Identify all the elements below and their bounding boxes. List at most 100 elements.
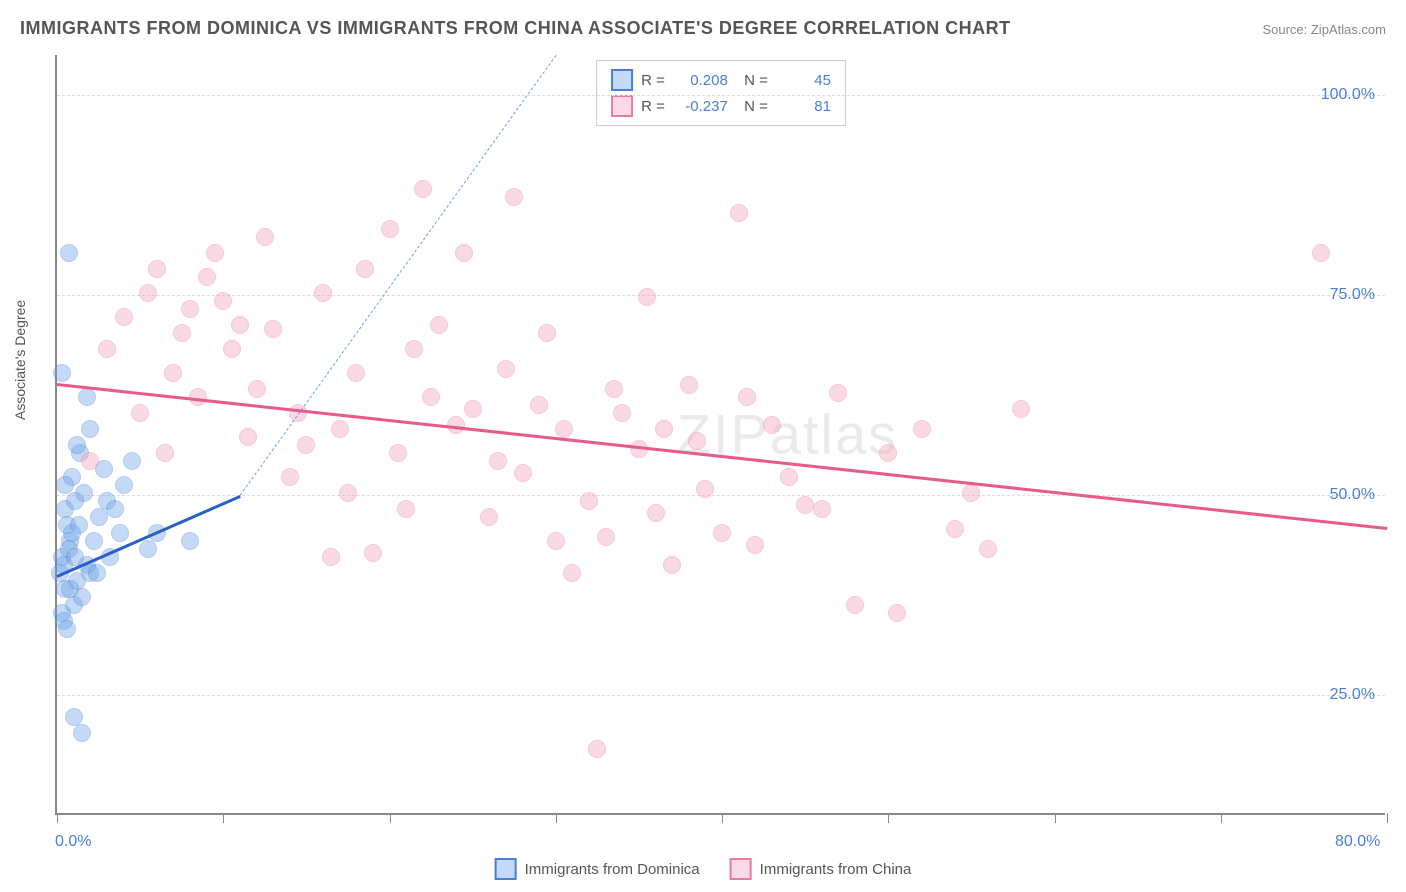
data-point xyxy=(746,536,764,554)
data-point xyxy=(647,504,665,522)
y-tick-label: 25.0% xyxy=(1330,686,1375,704)
legend-item: Immigrants from China xyxy=(730,858,912,880)
y-tick-label: 100.0% xyxy=(1321,86,1375,104)
stat-row: R =0.208 N =45 xyxy=(611,67,831,93)
data-point xyxy=(613,404,631,422)
gridline xyxy=(57,695,1385,696)
x-tick-label: 80.0% xyxy=(1335,833,1380,851)
data-point xyxy=(173,324,191,342)
data-point xyxy=(339,484,357,502)
data-point xyxy=(60,244,78,262)
data-point xyxy=(98,340,116,358)
data-point xyxy=(780,468,798,486)
x-tick xyxy=(1387,813,1388,823)
data-point xyxy=(223,340,241,358)
stat-n-value: 45 xyxy=(776,72,831,89)
data-point xyxy=(763,416,781,434)
data-point xyxy=(61,580,79,598)
gridline xyxy=(57,95,1385,96)
data-point xyxy=(514,464,532,482)
data-point xyxy=(1312,244,1330,262)
data-point xyxy=(730,204,748,222)
x-tick xyxy=(223,813,224,823)
data-point xyxy=(813,500,831,518)
data-point xyxy=(738,388,756,406)
gridline xyxy=(57,495,1385,496)
stat-r-label: R = xyxy=(641,98,665,115)
stats-legend-box: R =0.208 N =45R =-0.237 N =81 xyxy=(596,60,846,126)
legend-label: Immigrants from Dominica xyxy=(525,861,700,878)
data-point xyxy=(139,284,157,302)
data-point xyxy=(148,260,166,278)
stat-n-label: N = xyxy=(736,72,768,89)
data-point xyxy=(70,516,88,534)
data-point xyxy=(879,444,897,462)
data-point xyxy=(389,444,407,462)
data-point xyxy=(66,492,84,510)
data-point xyxy=(505,188,523,206)
data-point xyxy=(538,324,556,342)
data-point xyxy=(81,452,99,470)
data-point xyxy=(181,532,199,550)
data-point xyxy=(796,496,814,514)
data-point xyxy=(90,508,108,526)
data-point xyxy=(829,384,847,402)
data-point xyxy=(356,260,374,278)
data-point xyxy=(381,220,399,238)
x-tick xyxy=(57,813,58,823)
y-tick-label: 75.0% xyxy=(1330,286,1375,304)
data-point xyxy=(555,420,573,438)
data-point xyxy=(331,420,349,438)
chart-title: IMMIGRANTS FROM DOMINICA VS IMMIGRANTS F… xyxy=(20,18,1011,39)
data-point xyxy=(497,360,515,378)
y-axis-label: Associate's Degree xyxy=(12,300,28,420)
data-point xyxy=(713,524,731,542)
data-point xyxy=(115,308,133,326)
data-point xyxy=(85,532,103,550)
data-point xyxy=(322,548,340,566)
source-label: Source: ZipAtlas.com xyxy=(1262,22,1386,37)
data-point xyxy=(946,520,964,538)
data-point xyxy=(164,364,182,382)
y-tick-label: 50.0% xyxy=(1330,486,1375,504)
legend-label: Immigrants from China xyxy=(760,861,912,878)
gridline xyxy=(57,295,1385,296)
data-point xyxy=(248,380,266,398)
data-point xyxy=(73,724,91,742)
data-point xyxy=(198,268,216,286)
data-point xyxy=(131,404,149,422)
data-point xyxy=(231,316,249,334)
data-point xyxy=(663,556,681,574)
data-point xyxy=(1012,400,1030,418)
data-point xyxy=(414,180,432,198)
data-point xyxy=(530,396,548,414)
data-point xyxy=(264,320,282,338)
trend-line xyxy=(57,383,1387,530)
data-point xyxy=(347,364,365,382)
data-point xyxy=(314,284,332,302)
x-tick xyxy=(390,813,391,823)
x-tick xyxy=(1221,813,1222,823)
data-point xyxy=(139,540,157,558)
stat-r-label: R = xyxy=(641,72,665,89)
stat-n-value: 81 xyxy=(776,98,831,115)
data-point xyxy=(115,476,133,494)
data-point xyxy=(78,388,96,406)
data-point xyxy=(680,376,698,394)
data-point xyxy=(489,452,507,470)
legend-swatch xyxy=(730,858,752,880)
data-point xyxy=(455,244,473,262)
data-point xyxy=(181,300,199,318)
data-point xyxy=(88,564,106,582)
data-point xyxy=(588,740,606,758)
data-point xyxy=(206,244,224,262)
x-tick xyxy=(888,813,889,823)
x-tick-label: 0.0% xyxy=(55,833,91,851)
stat-n-label: N = xyxy=(736,98,768,115)
x-tick xyxy=(1055,813,1056,823)
data-point xyxy=(846,596,864,614)
data-point xyxy=(563,564,581,582)
trend-line xyxy=(239,55,556,496)
data-point xyxy=(696,480,714,498)
data-point xyxy=(688,432,706,450)
